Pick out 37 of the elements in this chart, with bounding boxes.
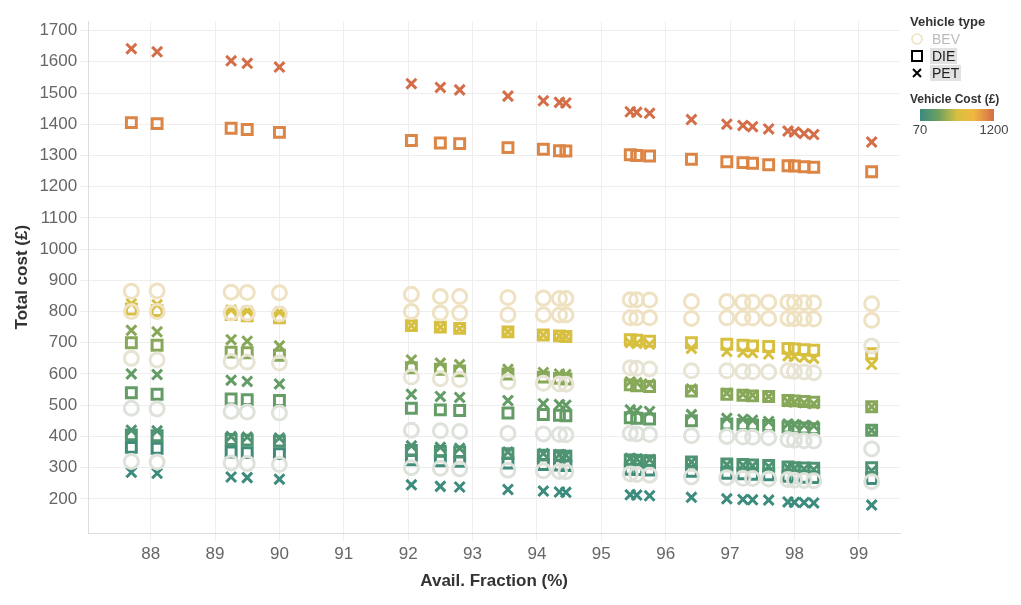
y-tick-label: 900: [48, 270, 78, 290]
y-tick-label: 1700: [39, 20, 78, 40]
y-tick-label: 1300: [39, 145, 78, 165]
x-tick-label: 97: [720, 544, 740, 564]
y-tick-label: 600: [48, 363, 78, 383]
y-tick-label: 400: [48, 426, 78, 446]
x-tick-label: 98: [784, 544, 804, 564]
x-tick-label: 88: [141, 544, 161, 564]
x-tick-label: 91: [334, 544, 354, 564]
y-tick-label: 1000: [39, 238, 78, 258]
y-tick-label: 500: [48, 394, 78, 414]
y-tick-label: 1600: [39, 51, 78, 71]
x-axis-title: Avail. Fraction (%): [420, 571, 568, 591]
legend-label: BEV: [931, 31, 961, 47]
y-tick-label: 200: [48, 488, 78, 508]
x-tick-label: 94: [527, 544, 547, 564]
x-tick-label: 95: [591, 544, 611, 564]
x-tick-label: 89: [205, 544, 225, 564]
x-tick-label: 96: [656, 544, 676, 564]
y-tick-label: 1500: [39, 82, 78, 102]
y-axis-title: Total cost (£): [11, 224, 31, 330]
y-tick-label: 700: [48, 332, 78, 352]
color-bar-title: Vehicle Cost (£): [910, 92, 1001, 106]
y-tick-label: 1200: [39, 176, 78, 196]
y-tick-label: 300: [48, 457, 78, 477]
color-bar-label: 70: [912, 122, 928, 137]
x-tick-label: 99: [849, 544, 869, 564]
text: DIE: [930, 48, 958, 64]
legend-title: Vehicle type: [910, 14, 987, 29]
y-tick-label: 1400: [39, 113, 78, 133]
x-tick-label: 92: [398, 544, 418, 564]
text: PET: [930, 65, 962, 81]
y-tick-label: 1100: [40, 207, 78, 227]
y-tick-label: 800: [48, 301, 78, 321]
x-tick-label: 90: [269, 544, 289, 564]
x-tick-label: 93: [463, 544, 482, 564]
color-bar-label: 1200: [979, 122, 1009, 137]
